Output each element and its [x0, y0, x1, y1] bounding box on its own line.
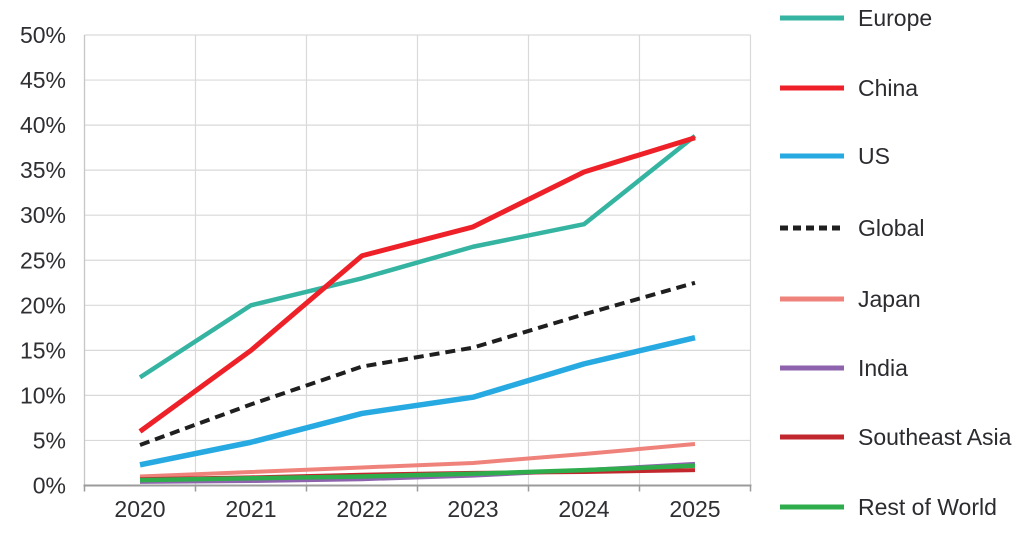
y-axis-label: 15%	[20, 337, 66, 363]
x-axis-label: 2022	[336, 496, 387, 522]
series-line-europe	[138, 134, 697, 380]
y-axis-label: 45%	[20, 67, 66, 93]
series-line-us	[139, 335, 696, 468]
x-axis-label: 2025	[669, 496, 720, 522]
y-axis-label: 50%	[20, 22, 66, 48]
series-line-global	[139, 280, 696, 447]
x-axis-label: 2024	[558, 496, 609, 522]
y-axis-label: 0%	[33, 473, 66, 499]
y-axis-label: 25%	[20, 247, 66, 273]
x-axis-label: 2020	[114, 496, 165, 522]
x-axis-label: 2023	[447, 496, 498, 522]
y-axis-label: 30%	[20, 202, 66, 228]
x-axis-label: 2021	[225, 496, 276, 522]
y-axis-label: 20%	[20, 292, 66, 318]
series-line-china	[138, 135, 696, 434]
series-line-japan	[139, 442, 696, 479]
y-axis-label: 5%	[33, 427, 66, 453]
y-axis-label: 40%	[20, 112, 66, 138]
y-axis-label: 10%	[20, 382, 66, 408]
y-axis-label: 35%	[20, 157, 66, 183]
series-line-rest-of-world	[139, 463, 696, 483]
